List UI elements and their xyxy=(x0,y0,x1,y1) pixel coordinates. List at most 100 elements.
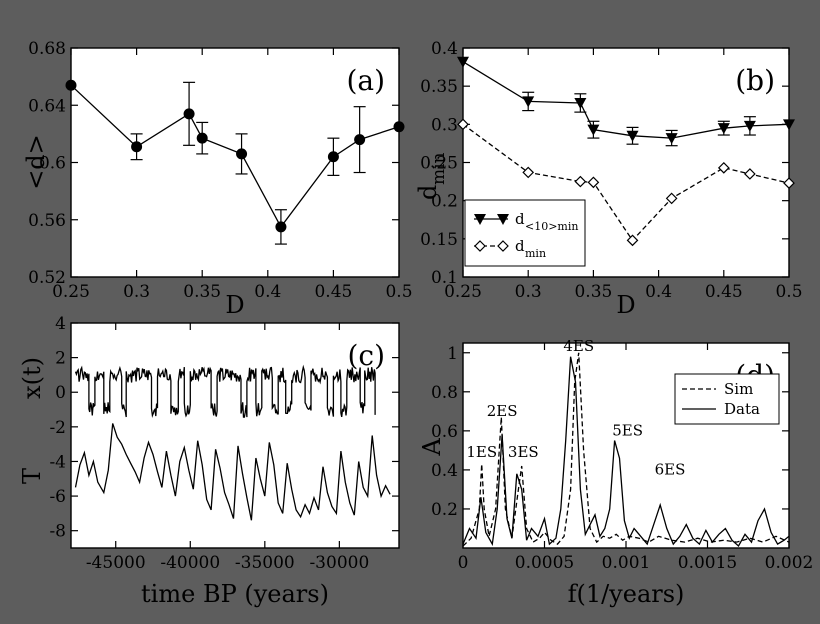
data-point xyxy=(665,133,678,145)
legend-marker xyxy=(474,214,486,225)
data-point xyxy=(717,161,730,174)
legend-label: d xyxy=(515,237,525,255)
y-tick-label: 0.35 xyxy=(420,77,458,97)
data-point xyxy=(783,177,795,189)
y-tick-label: -6 xyxy=(49,487,66,507)
x-tick-label: -45000 xyxy=(86,553,146,573)
x-tick-label: 0.0015 xyxy=(678,553,737,573)
series-line xyxy=(462,356,790,548)
x-tick-label: -35000 xyxy=(235,553,295,573)
x-tick-label: 0.35 xyxy=(183,282,221,302)
legend-box xyxy=(464,199,586,267)
legend-label: d xyxy=(515,210,525,228)
y-axis-label-T: T xyxy=(18,468,46,484)
y-tick-label: 0.2 xyxy=(431,500,458,520)
legend-label: Data xyxy=(724,400,760,418)
y-axis-label: d xyxy=(414,185,442,200)
y-tick-label: 1 xyxy=(447,344,458,364)
data-point xyxy=(196,132,208,144)
peak-annotation: 3ES xyxy=(508,443,539,461)
data-point xyxy=(665,192,678,205)
data-point xyxy=(275,221,287,233)
y-tick-label: 0.56 xyxy=(28,211,66,231)
peak-annotation: 2ES xyxy=(487,402,518,420)
y-axis-label: A xyxy=(418,438,446,457)
x-tick-label: 0.45 xyxy=(314,282,352,302)
y-tick-label: -4 xyxy=(49,452,66,472)
peak-annotation: 5ES xyxy=(612,422,643,440)
y-tick-label: 4 xyxy=(55,314,66,334)
y-tick-label: 0.4 xyxy=(431,39,458,59)
x-tick-label: 0.4 xyxy=(645,282,672,302)
y-axis-label-x: x(t) xyxy=(18,357,46,399)
y-tick-label: 0.15 xyxy=(420,230,458,250)
data-point xyxy=(574,97,587,109)
data-point xyxy=(131,141,143,153)
data-point xyxy=(587,124,600,136)
plot-area xyxy=(70,322,400,549)
x-axis-label: D xyxy=(616,291,635,319)
y-axis-label-sub: min xyxy=(429,152,449,185)
panel-label: (c) xyxy=(347,339,385,372)
x-tick-label: 0.5 xyxy=(385,282,412,302)
legend-box xyxy=(674,373,780,425)
data-point xyxy=(587,176,600,189)
panel-label: (b) xyxy=(735,64,775,97)
panel-a: 0.25 0.3 0.35 0.4 0.45 0.5 0.52 0.56 0.6 0.64 0.68… xyxy=(22,39,413,319)
x-tick-label: 0.4 xyxy=(254,282,281,302)
y-tick-label: -8 xyxy=(49,522,66,542)
y-tick-label: 0.8 xyxy=(431,383,458,403)
y-tick-label: 2 xyxy=(55,349,66,369)
x-tick-label: 0.35 xyxy=(574,282,612,302)
y-tick-label: 0.52 xyxy=(28,268,66,288)
data-point xyxy=(354,134,366,146)
plot-area xyxy=(70,47,400,278)
data-point xyxy=(65,79,77,91)
x-tick-label: 0.001 xyxy=(602,553,651,573)
data-point xyxy=(236,148,248,160)
y-tick-label: 0.1 xyxy=(431,268,458,288)
data-point xyxy=(626,130,639,142)
data-point xyxy=(522,96,535,108)
panel-label: (a) xyxy=(346,64,385,97)
x-tick-label: 0.45 xyxy=(705,282,743,302)
y-tick-label: -2 xyxy=(49,418,66,438)
legend: Sim Data xyxy=(674,373,780,425)
legend-label-sub: min xyxy=(525,247,546,260)
data-point xyxy=(393,121,405,133)
y-tick-label: 0 xyxy=(55,383,66,403)
y-tick-label: 0.6 xyxy=(431,422,458,442)
y-tick-label: 0.2 xyxy=(431,192,458,212)
data-point xyxy=(522,166,535,179)
y-tick-label: 0.6 xyxy=(39,154,66,174)
data-point xyxy=(457,56,469,68)
data-point xyxy=(626,234,639,247)
series-line xyxy=(462,352,790,547)
panel-d: 00.00050.0010.00150.0020.20.40.60.81(d)1… xyxy=(418,337,813,608)
legend-marker xyxy=(474,240,486,252)
x-tick-label: 0.3 xyxy=(515,282,542,302)
x-tick-label: 0 xyxy=(458,553,469,573)
data-point xyxy=(327,151,339,163)
y-tick-label: 0.3 xyxy=(431,115,458,135)
x-axis-label: D xyxy=(225,291,244,319)
legend-marker xyxy=(497,240,509,252)
x-tick-label: 0.5 xyxy=(775,282,802,302)
legend-label-sub: <10>min xyxy=(525,220,578,233)
data-point xyxy=(783,119,795,131)
panel-b: 0.25 0.3 0.35 0.4 0.45 0.5 0.1 0.15 0.2 0.25 0.3 0.… xyxy=(414,39,803,319)
y-tick-label: 0.4 xyxy=(431,461,458,481)
x-tick-label: 0.0005 xyxy=(515,553,574,573)
x-tick-label: -30000 xyxy=(309,553,369,573)
x-axis-label: time BP (years) xyxy=(141,580,329,608)
x-tick-label: 0.25 xyxy=(52,282,90,302)
y-tick-label: 0.68 xyxy=(28,39,66,59)
y-tick-label: 0.64 xyxy=(28,96,66,116)
legend-marker xyxy=(497,214,509,225)
data-point xyxy=(183,108,195,120)
y-tick-label: 0.25 xyxy=(420,154,458,174)
x-tick-label: -40000 xyxy=(160,553,220,573)
